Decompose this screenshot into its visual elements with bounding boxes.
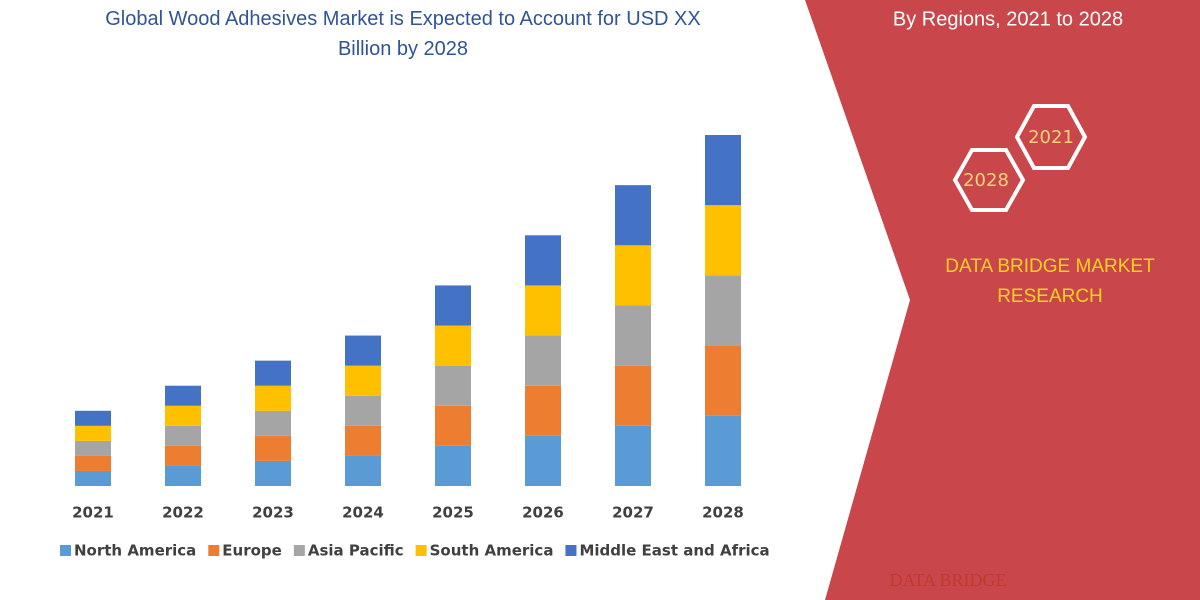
x-tick-label: 2023 — [252, 504, 294, 522]
x-tick-label: 2025 — [432, 504, 474, 522]
legend-label: South America — [430, 542, 554, 560]
brand-box: DATA BRIDGE MARKET RESEARCH — [945, 256, 1155, 307]
hexagon — [1014, 104, 1088, 170]
bar-segment — [525, 435, 561, 486]
bar-segment — [345, 395, 381, 426]
legend-swatch — [565, 545, 577, 556]
bar-segment — [435, 285, 471, 326]
chart-title: Global Wood Adhesives Market is Expected… — [105, 8, 701, 60]
bar-segment — [525, 235, 561, 286]
bar-segment — [165, 405, 201, 426]
bar-segment — [435, 325, 471, 366]
bar-segment — [435, 405, 471, 446]
bar-segment — [615, 305, 651, 366]
bar-segment — [705, 205, 741, 276]
x-tick-label: 2027 — [612, 504, 654, 522]
logo: DATA BRIDGE — [889, 570, 1006, 590]
bar-segment — [615, 245, 651, 306]
legend-label: North America — [74, 542, 196, 560]
bar-segment — [615, 365, 651, 426]
bar-segment — [705, 135, 741, 206]
bar-segment — [165, 385, 201, 406]
bar-segment — [525, 285, 561, 336]
bar-segment — [75, 455, 111, 471]
x-tick-label: 2028 — [702, 504, 744, 522]
panel-subtitle: By Regions, 2021 to 2028 — [893, 8, 1123, 30]
x-tick-label: 2026 — [522, 504, 564, 522]
bar-segment — [615, 185, 651, 246]
bar-segment — [525, 335, 561, 386]
legend-swatch — [293, 545, 305, 556]
bar-segment — [345, 425, 381, 456]
bar-segment — [75, 440, 111, 456]
bar-segment — [75, 410, 111, 426]
hexagon — [952, 148, 1026, 212]
bar-segment — [345, 365, 381, 396]
bar-segment — [705, 275, 741, 346]
side-panel — [805, 0, 1200, 600]
bar-segment — [345, 455, 381, 486]
legend-swatch — [415, 545, 427, 556]
legend-label: Asia Pacific — [308, 542, 404, 560]
bar-segment — [165, 425, 201, 446]
bar-segment — [165, 465, 201, 486]
bar-segment — [525, 385, 561, 436]
legend-swatch — [208, 545, 220, 556]
bar-segment — [255, 460, 291, 486]
brand: DATA BRIDGE MARKET RESEARCH — [945, 256, 1155, 307]
legend-swatch — [60, 545, 71, 556]
bar-segment — [165, 445, 201, 466]
legend-label: Middle East and Africa — [579, 542, 769, 560]
bar-segment — [705, 345, 741, 416]
bar-segment — [705, 415, 741, 486]
bar-segment — [75, 470, 111, 486]
bar-segment — [255, 385, 291, 411]
x-tick-label: 2022 — [162, 504, 204, 522]
legend-label: Europe — [222, 542, 282, 560]
bar-segment — [345, 335, 381, 366]
x-tick-label: 2024 — [342, 504, 384, 522]
x-tick-label: 2021 — [72, 504, 114, 522]
hex-label: 2021 — [1028, 127, 1074, 148]
bar-segment — [435, 365, 471, 406]
hex-label: 2028 — [963, 170, 1009, 191]
bar-segment — [255, 360, 291, 386]
bar-segment — [75, 425, 111, 441]
bar-segment — [615, 425, 651, 486]
bar-segment — [435, 445, 471, 486]
bar-segment — [255, 435, 291, 461]
bar-segment — [255, 410, 291, 436]
